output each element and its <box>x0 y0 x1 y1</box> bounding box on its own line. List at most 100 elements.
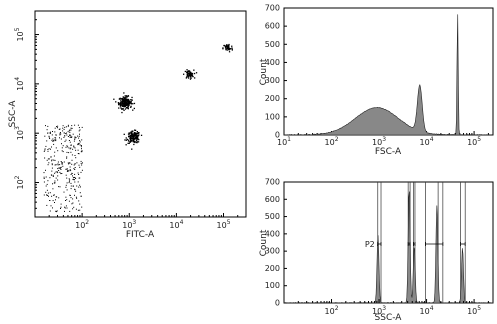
cluster-3-dot <box>183 73 185 75</box>
background-event-dot <box>66 182 68 184</box>
background-event-dot <box>68 163 70 165</box>
cluster-1-dot <box>121 98 124 101</box>
background-event-dot <box>79 166 81 168</box>
background-event-dot <box>58 186 60 188</box>
cluster-4-dot <box>222 47 224 49</box>
cluster-2-dot <box>130 131 132 133</box>
histogram-fsc-x-label: FSC-A <box>375 147 402 157</box>
cluster-2-dot <box>125 137 127 139</box>
background-event-dot <box>52 183 53 185</box>
background-event-dot <box>69 179 71 181</box>
background-event-dot <box>69 210 71 212</box>
background-event-dot <box>55 140 57 142</box>
cluster-2-dot <box>128 133 130 135</box>
background-event-dot <box>67 170 69 172</box>
cluster-1-dot <box>124 97 126 99</box>
background-event-dot <box>66 168 68 170</box>
cluster-2-dot <box>131 134 134 136</box>
background-event-dot <box>63 191 65 193</box>
background-event-dot <box>59 167 61 169</box>
background-event-dot <box>48 135 50 137</box>
background-event-dot <box>52 188 54 190</box>
cluster-1-dot <box>121 97 123 100</box>
background-event-dot <box>49 200 51 201</box>
cluster-1-dot <box>125 96 127 99</box>
cluster-3-dot <box>188 70 191 72</box>
histogram-ssc-y-tick-label: 300 <box>265 247 280 256</box>
background-event-dot <box>59 137 60 139</box>
cluster-1-dot <box>123 101 125 103</box>
cluster-2-dot <box>124 139 126 141</box>
background-event-dot <box>70 151 72 153</box>
cluster-1-dot <box>118 104 120 106</box>
histogram-fsc-area <box>283 14 494 136</box>
background-event-dot <box>53 194 55 196</box>
cluster-1-dot <box>127 103 130 105</box>
background-event-dot <box>43 194 45 196</box>
background-event-dot <box>57 164 59 166</box>
background-event-dot <box>45 176 47 178</box>
cluster-2-dot <box>134 141 136 144</box>
cluster-4-dot <box>224 47 227 49</box>
cluster-4-dot <box>226 45 228 47</box>
cluster-1-dot <box>113 98 115 100</box>
background-event-dot <box>78 137 80 139</box>
cluster-4-dot <box>224 44 226 47</box>
background-event-dot <box>70 197 72 199</box>
cluster-2-dot <box>135 137 138 139</box>
background-event-dot <box>67 146 69 148</box>
background-event-dot <box>74 163 76 165</box>
background-event-dot <box>71 127 73 129</box>
background-event-dot <box>77 149 79 151</box>
background-event-dot <box>56 196 58 198</box>
background-event-dot <box>50 156 52 158</box>
background-event-dot <box>74 137 76 139</box>
background-event-dot <box>54 151 56 153</box>
cluster-1-dot <box>126 103 129 105</box>
background-event-dot <box>68 178 70 180</box>
background-event-dot <box>72 133 74 135</box>
background-event-dot <box>47 158 49 160</box>
cluster-3-dot <box>189 75 191 77</box>
background-event-dot <box>55 147 57 149</box>
background-event-dot <box>67 136 69 137</box>
histogram-fsc-x-tick-label: 104 <box>420 136 434 147</box>
background-event-dot <box>72 208 74 210</box>
cluster-3-dot <box>186 73 188 75</box>
cluster-1-dot <box>128 99 130 101</box>
cluster-1-dot <box>118 98 121 100</box>
background-event-dot <box>43 150 45 152</box>
background-event-dot <box>60 138 62 140</box>
background-event-dot <box>80 195 82 197</box>
cluster-1-dot <box>115 101 117 103</box>
cluster-2-dot <box>135 136 137 138</box>
background-event-dot <box>81 139 83 141</box>
cluster-1-dot <box>123 99 125 101</box>
background-event-dot <box>74 194 75 196</box>
background-event-dot <box>52 140 54 142</box>
background-event-dot <box>69 141 71 143</box>
cluster-2-dot <box>134 133 136 135</box>
background-event-dot <box>79 177 81 179</box>
background-event-dot <box>64 207 66 209</box>
histogram-fsc-x-tick-label: 103 <box>372 136 386 147</box>
cluster-1-dot <box>120 98 123 100</box>
background-event-dot <box>69 162 71 164</box>
background-event-dot <box>74 124 76 126</box>
cluster-1-dot <box>122 96 124 98</box>
cluster-1-dot <box>120 107 122 109</box>
background-event-dot <box>57 168 59 170</box>
background-event-dot <box>51 174 53 176</box>
cluster-2-dot <box>137 138 139 140</box>
background-event-dot <box>67 125 69 127</box>
cluster-4-dot <box>227 47 230 49</box>
cluster-2-dot <box>130 132 133 134</box>
cluster-2-dot <box>131 130 133 132</box>
background-event-dot <box>81 206 83 208</box>
cluster-1-dot <box>121 108 123 110</box>
histogram-ssc-y-tick-label: 600 <box>265 195 280 204</box>
background-event-dot <box>62 151 64 153</box>
cluster-3-dot <box>186 69 188 71</box>
cluster-3-dot <box>193 72 196 75</box>
background-event-dot <box>51 170 53 172</box>
